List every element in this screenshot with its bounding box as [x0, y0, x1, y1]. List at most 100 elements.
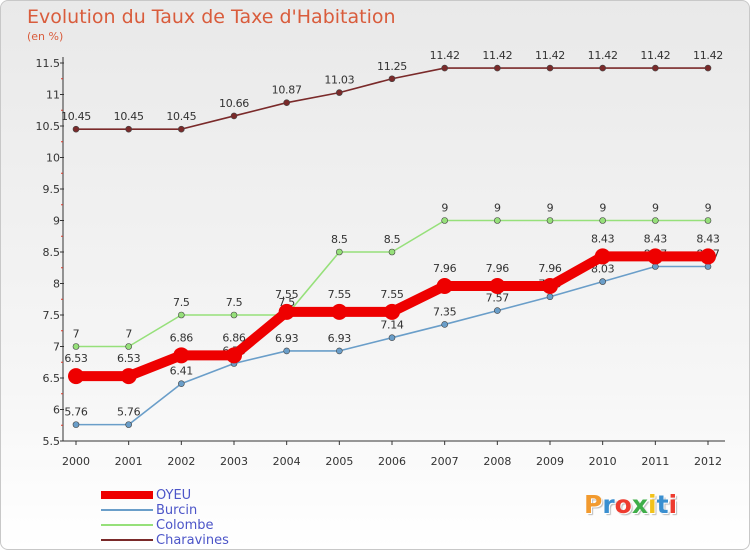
- data-point: [336, 248, 343, 256]
- y-tick-label: 7.5: [43, 309, 61, 322]
- data-point: [178, 125, 185, 133]
- data-point: [178, 311, 185, 319]
- data-label: 7.5: [173, 296, 190, 309]
- x-tick-label: 2003: [220, 455, 248, 468]
- y-tick-label: 8: [53, 278, 60, 291]
- legend-item-oyeu: OYEU: [101, 488, 261, 503]
- series-layer: 10.45 10.45 10.45 10.66 10.87 11.03 11.25 11.42…: [61, 49, 723, 428]
- data-label: 7.55: [380, 288, 404, 301]
- series-charavines: 10.45 10.45 10.45 10.66 10.87 11.03 11.25 11.42…: [61, 49, 723, 133]
- data-label: 8.5: [384, 233, 401, 246]
- data-point: [494, 64, 501, 72]
- data-label: 6.93: [328, 332, 352, 345]
- y-tick-label: 6: [53, 404, 60, 417]
- data-point: [68, 368, 84, 385]
- data-point: [384, 303, 400, 320]
- data-point: [599, 278, 606, 285]
- data-label: 10.45: [61, 110, 91, 123]
- data-label: 7.55: [328, 288, 352, 301]
- legend-swatch: [101, 491, 153, 499]
- x-tick-label: 2009: [536, 455, 564, 468]
- data-point: [489, 278, 506, 295]
- data-point: [647, 248, 664, 265]
- data-point: [230, 112, 238, 120]
- data-point: [336, 347, 343, 355]
- legend-item-charavines: Charavines: [101, 533, 261, 548]
- data-point: [599, 217, 606, 224]
- chart-unit: (en %): [27, 30, 64, 43]
- data-label: 9: [441, 202, 448, 215]
- data-point: [226, 347, 242, 364]
- legend-swatch: [101, 524, 153, 526]
- data-label: 6.41: [170, 365, 193, 378]
- brand-letter: i: [648, 490, 657, 519]
- x-tick-label: 2010: [589, 455, 617, 468]
- data-label: 7.35: [433, 305, 457, 318]
- data-label: 7.96: [486, 262, 510, 275]
- legend: OYEU Burcin Colombe Charavines: [101, 488, 261, 548]
- y-tick-label: 6.5: [43, 372, 61, 385]
- data-label: 10.66: [219, 97, 249, 110]
- y-tick-label: 8.5: [43, 246, 61, 259]
- data-point: [230, 311, 238, 319]
- data-label: 7.55: [275, 288, 299, 301]
- data-point: [125, 343, 132, 350]
- data-point: [652, 217, 659, 224]
- x-tick-label: 2012: [694, 455, 722, 468]
- x-tick-label: 2000: [62, 455, 90, 468]
- legend-swatch: [101, 539, 153, 541]
- x-tick-label: 2005: [325, 455, 353, 468]
- data-label: 7.14: [380, 319, 404, 332]
- data-label: 10.45: [166, 110, 196, 123]
- x-tick-label: 2002: [167, 455, 195, 468]
- data-label: 8.43: [644, 232, 668, 245]
- data-label: 10.45: [114, 110, 144, 123]
- data-point: [72, 343, 80, 350]
- data-label: 8.43: [696, 232, 720, 245]
- data-label: 6.53: [64, 352, 88, 365]
- data-point: [494, 217, 501, 224]
- data-point: [125, 125, 132, 133]
- brand-letter: x: [631, 490, 648, 519]
- data-label: 11.42: [588, 49, 618, 62]
- brand-letter: P: [584, 490, 603, 519]
- data-point: [594, 248, 611, 265]
- data-label: 6.93: [275, 332, 299, 345]
- data-label: 8.03: [591, 263, 615, 276]
- series-oyeu: 6.53 6.53 6.86 6.86 7.55 7.55 7.55 7.96 7.96 7.96…: [64, 232, 720, 385]
- data-label: 7.96: [538, 262, 562, 275]
- data-point: [331, 303, 348, 320]
- chart-title: Evolution du Taux de Taxe d'Habitation: [27, 6, 396, 28]
- data-label: 11.42: [693, 49, 723, 62]
- x-tick-label: 2004: [273, 455, 301, 468]
- data-label: 6.86: [170, 331, 194, 344]
- data-label: 9: [494, 202, 501, 215]
- data-label: 11.42: [535, 49, 565, 62]
- y-tick-label: 10: [46, 152, 60, 165]
- data-label: 5.76: [117, 406, 141, 419]
- legend-item-burcin: Burcin: [101, 503, 261, 518]
- data-label: 10.87: [272, 84, 302, 97]
- data-point: [125, 421, 132, 428]
- data-label: 9: [705, 202, 712, 215]
- y-tick-label: 9.5: [43, 183, 61, 196]
- data-point: [178, 380, 185, 387]
- data-label: 9: [652, 202, 659, 215]
- x-tick-label: 2001: [115, 455, 143, 468]
- data-point: [546, 217, 554, 224]
- data-label: 7.5: [226, 296, 243, 309]
- data-point: [599, 64, 606, 72]
- data-point: [283, 347, 290, 355]
- data-label: 6.53: [117, 352, 141, 365]
- brand-logo: Proxiti: [584, 490, 677, 519]
- data-label: 5.76: [64, 406, 88, 419]
- data-label: 6.86: [222, 331, 246, 344]
- legend-label: OYEU: [156, 488, 192, 503]
- x-tick-label: 2008: [483, 455, 511, 468]
- data-label: 7.96: [433, 262, 457, 275]
- data-point: [436, 278, 453, 295]
- data-label: 11.03: [324, 74, 354, 87]
- data-point: [652, 64, 659, 72]
